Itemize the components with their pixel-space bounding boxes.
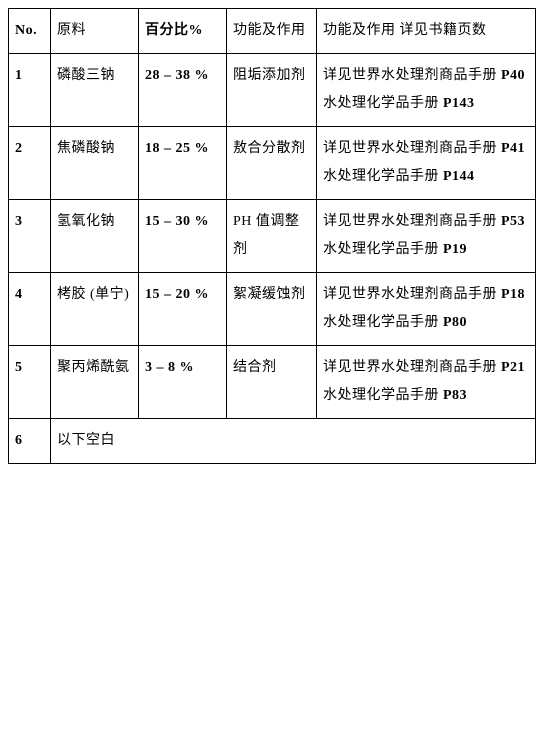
ref2-page: P143 [443, 96, 475, 111]
row-no: 5 [9, 346, 51, 419]
row-material: 栲胶 (单宁) [51, 273, 139, 346]
table-row: 4 栲胶 (单宁) 15 – 20 % 絮凝缓蚀剂 详见世界水处理剂商品手册 P… [9, 273, 536, 346]
ref1-page: P18 [501, 287, 525, 302]
ref1-prefix: 详见世界水处理剂商品手册 [323, 214, 501, 229]
ref2-page: P83 [443, 388, 467, 403]
row-no: 2 [9, 127, 51, 200]
ref2-prefix: 水处理化学品手册 [323, 315, 443, 330]
header-no: No. [9, 9, 51, 54]
ref2-prefix: 水处理化学品手册 [323, 388, 443, 403]
row-function: 絮凝缓蚀剂 [227, 273, 317, 346]
row-material: 氢氧化钠 [51, 200, 139, 273]
row-function: PH 值调整剂 [227, 200, 317, 273]
ref1-prefix: 详见世界水处理剂商品手册 [323, 141, 501, 156]
ref1-prefix: 详见世界水处理剂商品手册 [323, 68, 501, 83]
ref1-page: P53 [501, 214, 525, 229]
row-function: 阻垢添加剂 [227, 54, 317, 127]
table-blank-row: 6 以下空白 [9, 419, 536, 464]
row-material: 聚丙烯酰氨 [51, 346, 139, 419]
ref1-page: P21 [501, 360, 525, 375]
row-function: 结合剂 [227, 346, 317, 419]
table-header-row: No. 原料 百分比% 功能及作用 功能及作用 详见书籍页数 [9, 9, 536, 54]
row-function: 敖合分散剂 [227, 127, 317, 200]
row-reference: 详见世界水处理剂商品手册 P53 水处理化学品手册 P19 [317, 200, 536, 273]
row-reference: 详见世界水处理剂商品手册 P21 水处理化学品手册 P83 [317, 346, 536, 419]
ref1-prefix: 详见世界水处理剂商品手册 [323, 287, 501, 302]
ingredients-table: No. 原料 百分比% 功能及作用 功能及作用 详见书籍页数 1 磷酸三钠 28… [8, 8, 536, 464]
header-function: 功能及作用 [227, 9, 317, 54]
row-percent: 3 – 8 % [139, 346, 227, 419]
row-material: 焦磷酸钠 [51, 127, 139, 200]
row-reference: 详见世界水处理剂商品手册 P40 水处理化学品手册 P143 [317, 54, 536, 127]
row-reference: 详见世界水处理剂商品手册 P41 水处理化学品手册 P144 [317, 127, 536, 200]
ref1-page: P40 [501, 68, 525, 83]
header-reference: 功能及作用 详见书籍页数 [317, 9, 536, 54]
ref2-page: P80 [443, 315, 467, 330]
row-no: 3 [9, 200, 51, 273]
table-row: 2 焦磷酸钠 18 – 25 % 敖合分散剂 详见世界水处理剂商品手册 P41 … [9, 127, 536, 200]
row-reference: 详见世界水处理剂商品手册 P18 水处理化学品手册 P80 [317, 273, 536, 346]
ref2-prefix: 水处理化学品手册 [323, 169, 443, 184]
ref2-page: P19 [443, 242, 467, 257]
row-no: 1 [9, 54, 51, 127]
ref2-page: P144 [443, 169, 475, 184]
row-no: 4 [9, 273, 51, 346]
ref1-page: P41 [501, 141, 525, 156]
header-material: 原料 [51, 9, 139, 54]
row-percent: 15 – 20 % [139, 273, 227, 346]
row-material: 磷酸三钠 [51, 54, 139, 127]
table-row: 3 氢氧化钠 15 – 30 % PH 值调整剂 详见世界水处理剂商品手册 P5… [9, 200, 536, 273]
ref2-prefix: 水处理化学品手册 [323, 96, 443, 111]
table-row: 5 聚丙烯酰氨 3 – 8 % 结合剂 详见世界水处理剂商品手册 P21 水处理… [9, 346, 536, 419]
ref1-prefix: 详见世界水处理剂商品手册 [323, 360, 501, 375]
row-percent: 28 – 38 % [139, 54, 227, 127]
ref2-prefix: 水处理化学品手册 [323, 242, 443, 257]
header-percent: 百分比% [139, 9, 227, 54]
row-percent: 18 – 25 % [139, 127, 227, 200]
table-row: 1 磷酸三钠 28 – 38 % 阻垢添加剂 详见世界水处理剂商品手册 P40 … [9, 54, 536, 127]
row-percent: 15 – 30 % [139, 200, 227, 273]
row-no: 6 [9, 419, 51, 464]
blank-text: 以下空白 [51, 419, 536, 464]
